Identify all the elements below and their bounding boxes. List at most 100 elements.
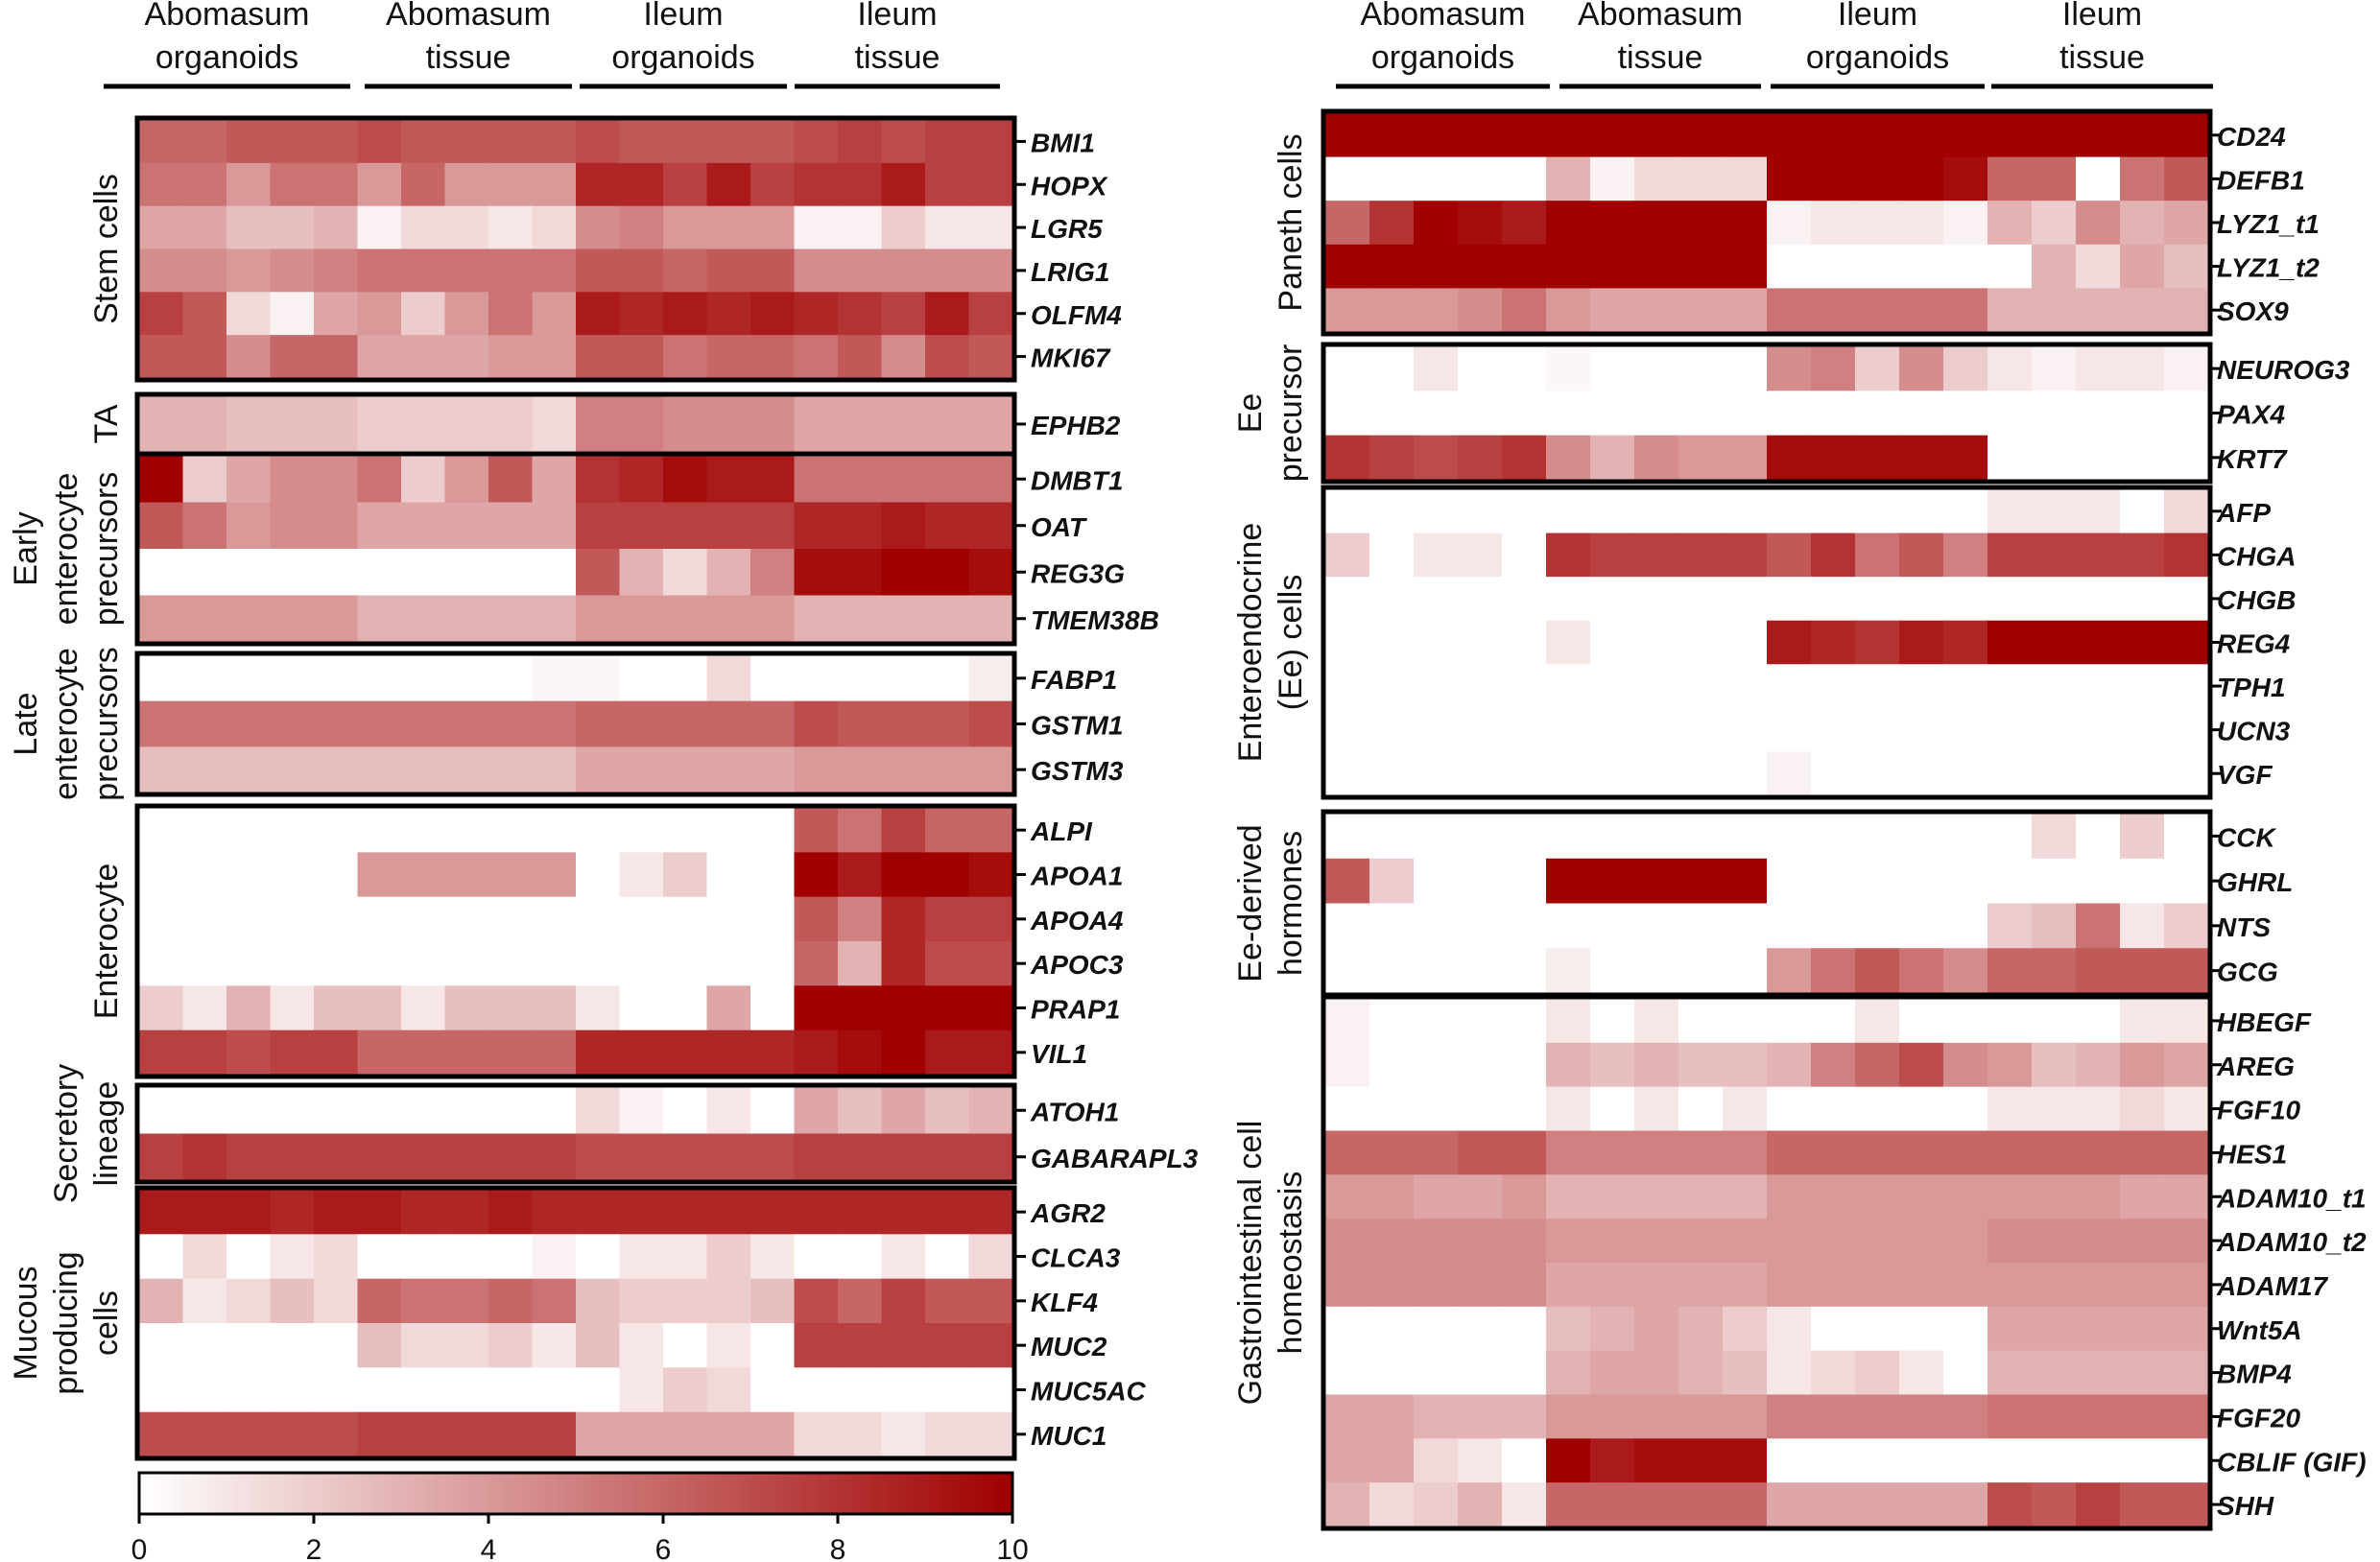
cell-atoh1-19 [925,1087,970,1135]
cell-hbegf-5 [1502,999,1547,1044]
cell-fabp1-19 [925,655,970,702]
cell-ephb2-4 [270,396,315,453]
cell-adam10-t1-20 [2164,1174,2209,1219]
cell-pax4-10 [1723,390,1768,437]
group-label-ileum-tissue: Ileum [857,0,937,33]
panel-label-gastrointestinal-cell-homeostasis: homeostasis [1273,1172,1309,1355]
cell-fabp1-15 [750,655,796,702]
cell-hes1-17 [2032,1130,2077,1175]
cell-cck-8 [1634,814,1679,860]
cell-gcg-3 [1414,948,1459,994]
cell-fgf10-1 [1325,1086,1370,1132]
cell-olfm4-8 [444,292,489,336]
cell-cck-10 [1723,814,1768,860]
cell-krt7-3 [1414,435,1459,481]
cell-atoh1-1 [139,1087,184,1135]
cell-dmbt1-2 [182,456,227,504]
cell-ucn3-13 [1855,707,1900,753]
cell-mki67-15 [750,335,796,379]
group-label-ileum-tissue: tissue [855,39,940,76]
cell-apoa4-20 [968,896,1013,942]
cell-tmem38b-17 [838,595,883,643]
cell-prap1-12 [619,985,664,1031]
cell-fgf20-12 [1811,1394,1856,1439]
cell-nts-3 [1414,903,1459,949]
cell-ucn3-16 [1987,707,2033,753]
cell-chga-12 [1811,532,1856,578]
cell-reg3g-4 [270,549,315,597]
cell-hbegf-17 [2032,999,2077,1044]
cell-lyz1-t1-12 [1811,201,1856,246]
cell-lyz1-t1-14 [1899,201,1944,246]
cell-oat-10 [532,502,577,550]
cell-muc5ac-19 [925,1367,970,1413]
cell-afp-8 [1634,489,1679,534]
cell-fgf10-16 [1987,1086,2033,1132]
group-label-abomasum-tissue: Abomasum [1578,0,1743,33]
cell-fgf20-5 [1502,1394,1547,1439]
cell-atoh1-11 [576,1087,621,1135]
cell-muc5ac-2 [182,1367,227,1413]
cell-adam10-t2-18 [2076,1219,2121,1264]
gene-label-fgf10: FGF10 [2217,1096,2301,1125]
cell-defb1-5 [1502,156,1547,201]
cell-lrig1-7 [401,248,446,293]
cell-ephb2-16 [794,396,839,453]
cell-apoa1-5 [314,852,359,898]
cell-bmp4-14 [1899,1350,1944,1396]
cell-ephb2-7 [401,396,446,453]
cell-tmem38b-5 [314,595,359,643]
gene-label-cd24: CD24 [2217,122,2286,152]
cell-hes1-18 [2076,1130,2121,1175]
gene-label-adam10-t1: ADAM10_t1 [2216,1183,2367,1213]
cell-hbegf-4 [1458,999,1503,1044]
cell-apoa1-16 [794,852,839,898]
cell-adam17-9 [1678,1263,1724,1308]
cell-cblif-gif-15 [1943,1438,1988,1483]
cell-cd24-2 [1369,113,1415,158]
cell-shh-15 [1943,1482,1988,1527]
cell-vil1-15 [750,1030,796,1076]
cell-ghrl-15 [1943,858,1988,905]
cell-hbegf-18 [2076,999,2121,1044]
cell-ghrl-3 [1414,858,1459,905]
cell-wnt5a-2 [1369,1306,1415,1352]
cell-vgf-19 [2120,751,2165,796]
cell-muc2-8 [444,1323,489,1368]
cell-tph1-2 [1369,664,1415,709]
cell-nts-13 [1855,903,1900,949]
cell-agr2-13 [663,1190,708,1235]
cell-ephb2-13 [663,396,708,453]
cell-wnt5a-12 [1811,1306,1856,1352]
cell-nts-12 [1811,903,1856,949]
cell-muc1-17 [838,1411,883,1457]
cell-ghrl-11 [1767,858,1812,905]
cell-oat-15 [750,502,796,550]
cell-adam17-4 [1458,1263,1503,1308]
cell-gstm3-15 [750,746,796,793]
cell-muc2-9 [488,1323,534,1368]
cell-reg4-3 [1414,620,1459,665]
cell-alpi-19 [925,808,970,853]
cell-krt7-6 [1546,435,1591,481]
cell-cblif-gif-19 [2120,1438,2165,1483]
cell-gabarapl3-14 [706,1133,751,1181]
cell-neurog3-11 [1767,346,1812,391]
cell-adam17-15 [1943,1263,1988,1308]
colorbar-tick-label: 4 [481,1534,497,1562]
cell-olfm4-17 [838,292,883,336]
panel-paneth-cells: CD24 DEFB1 LYZ1_t1 LYZ1_t2 SOX9 Paneth cells [1273,108,2320,337]
cell-ghrl-14 [1899,858,1944,905]
gene-label-afp: AFP [2216,498,2271,528]
cell-atoh1-12 [619,1087,664,1135]
gene-label-lrig1: LRIG1 [1031,257,1109,287]
cell-chgb-5 [1502,577,1547,622]
cell-tph1-16 [1987,664,2033,709]
cell-hes1-4 [1458,1130,1503,1175]
cell-ucn3-19 [2120,707,2165,753]
cell-krt7-17 [2032,435,2077,481]
gene-label-reg4: REG4 [2217,629,2291,659]
cell-ucn3-7 [1590,707,1635,753]
cell-chgb-6 [1546,577,1591,622]
cell-ephb2-6 [357,396,402,453]
